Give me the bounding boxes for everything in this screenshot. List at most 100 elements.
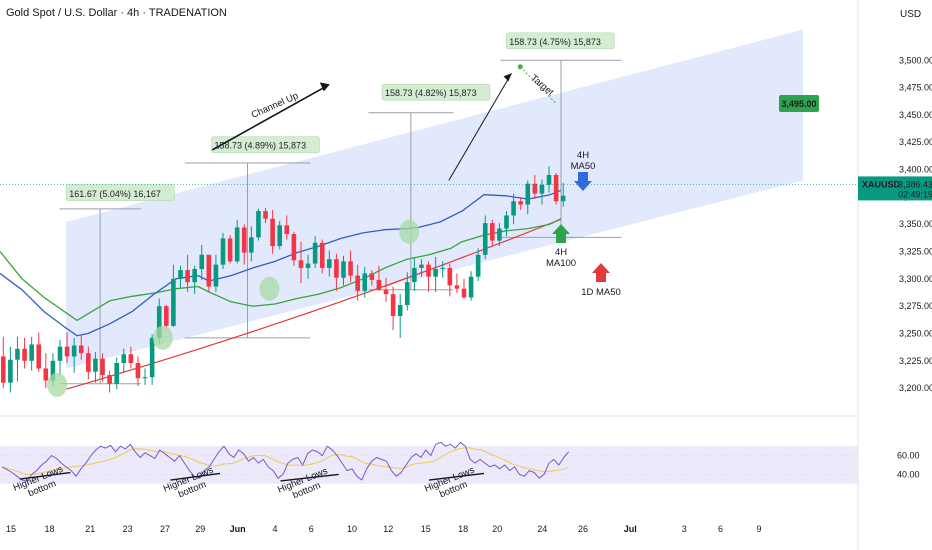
time-tick-label: 27 <box>160 524 170 534</box>
candle-body <box>497 228 502 241</box>
candle-body <box>447 267 453 286</box>
ma50-4h-label: MA50 <box>571 161 596 172</box>
candle-body <box>291 234 297 261</box>
candle-body <box>546 175 552 185</box>
last-price-tag <box>858 176 932 201</box>
currency-label[interactable]: USD <box>900 9 922 20</box>
candle-body <box>539 184 545 194</box>
time-tick-label: Jul <box>624 524 637 534</box>
price-tick-label: 3,475.00 <box>899 83 932 93</box>
candle-body <box>348 261 353 276</box>
time-tick-label: 18 <box>458 524 468 534</box>
price-tick-label: 3,400.00 <box>899 165 932 175</box>
measure-label-box <box>381 83 491 101</box>
candle-body <box>560 195 566 202</box>
candle-body <box>298 260 304 268</box>
candle-body <box>0 356 6 383</box>
price-tick-label: 3,500.00 <box>899 55 932 65</box>
time-tick-label: 23 <box>123 524 133 534</box>
candle-body <box>319 242 325 268</box>
measure-label: 158.73 (4.89%) 15,873 <box>215 141 307 151</box>
higher-low-circle <box>152 325 173 350</box>
time-tick-label: 24 <box>537 524 547 534</box>
price-tick-label: 3,425.00 <box>899 137 932 147</box>
candle-body <box>305 263 311 268</box>
measure-label-box <box>506 32 615 50</box>
candle-body <box>532 183 538 194</box>
last-price-countdown: 02:49:19 <box>898 189 932 199</box>
candle-body <box>135 363 141 379</box>
candle-body <box>114 363 120 384</box>
candle-body <box>511 201 516 216</box>
measure-label: 161.67 (5.04%) 16,167 <box>69 189 161 199</box>
price-tick-label: 3,450.00 <box>899 110 932 120</box>
channel-up-arrow <box>211 84 329 151</box>
candle-body <box>404 282 410 306</box>
price-tick-label: 3,325.00 <box>899 247 932 257</box>
higher-low-circle <box>47 372 68 397</box>
rsi-ma-line <box>2 447 569 475</box>
candle-body <box>50 360 56 381</box>
candle-body <box>355 275 360 291</box>
price-tick-label: 3,250.00 <box>899 328 932 338</box>
higher-lows-line <box>19 471 71 480</box>
candle-body <box>284 225 290 235</box>
candle-body <box>490 223 495 241</box>
time-tick-label: 29 <box>195 524 205 534</box>
target-value: 3,495.00 <box>781 99 816 109</box>
candle-body <box>22 348 27 361</box>
price-tick-label: 3,275.00 <box>899 301 932 311</box>
last-price-symbol: XAUUSD <box>862 179 901 189</box>
time-tick-label: 26 <box>578 524 588 534</box>
candle-body <box>164 306 169 326</box>
candle-body <box>36 344 42 369</box>
rsi-tick-label: 60.00 <box>897 451 920 461</box>
candle-body <box>156 306 162 338</box>
candle-body <box>419 264 424 268</box>
candle-body <box>192 269 197 283</box>
candle-body <box>43 368 49 381</box>
candle-body <box>412 267 417 283</box>
channel-up-arrow-head <box>319 82 330 92</box>
candle-body <box>263 211 268 219</box>
higher-low-circle <box>259 276 280 301</box>
candle-body <box>57 346 63 361</box>
rsi-tick-label: 40.00 <box>897 469 920 479</box>
ma100-4h-label: 4H <box>555 247 567 258</box>
projection-arrow <box>448 73 512 181</box>
candle-body <box>440 267 446 270</box>
time-tick-label: 3 <box>682 524 687 534</box>
time-tick-label: 12 <box>383 524 393 534</box>
last-price-value: 3,386.43 <box>898 179 932 189</box>
candle-body <box>185 270 190 283</box>
ma50-1d-label: 1D MA50 <box>581 287 621 298</box>
time-tick-label: 15 <box>6 524 16 534</box>
candle-body <box>8 359 13 383</box>
candle-body <box>312 242 318 264</box>
time-tick-label: 20 <box>492 524 502 534</box>
time-tick-label: 9 <box>756 524 761 534</box>
candle-body <box>369 273 375 280</box>
candle-body <box>249 237 254 253</box>
candle-body <box>475 254 481 277</box>
candle-body <box>341 261 346 278</box>
candle-body <box>376 279 382 290</box>
candle-body <box>199 254 205 270</box>
candle-body <box>277 225 283 247</box>
candle-body <box>15 348 20 360</box>
candle-body <box>433 269 438 277</box>
candle-body <box>29 344 34 361</box>
candle-body <box>390 294 396 317</box>
candle-body <box>327 259 332 268</box>
measure-label: 158.73 (4.82%) 15,873 <box>385 88 477 98</box>
price-tick-label: 3,225.00 <box>899 356 932 366</box>
candle-body <box>461 288 467 298</box>
target-value-box <box>779 94 819 112</box>
candle-body <box>149 337 155 378</box>
candle-body <box>71 345 77 357</box>
ma100-4h-arrow <box>552 224 570 243</box>
candle-body <box>241 227 247 253</box>
measure-label-box <box>66 184 175 202</box>
time-tick-label: 6 <box>718 524 723 534</box>
